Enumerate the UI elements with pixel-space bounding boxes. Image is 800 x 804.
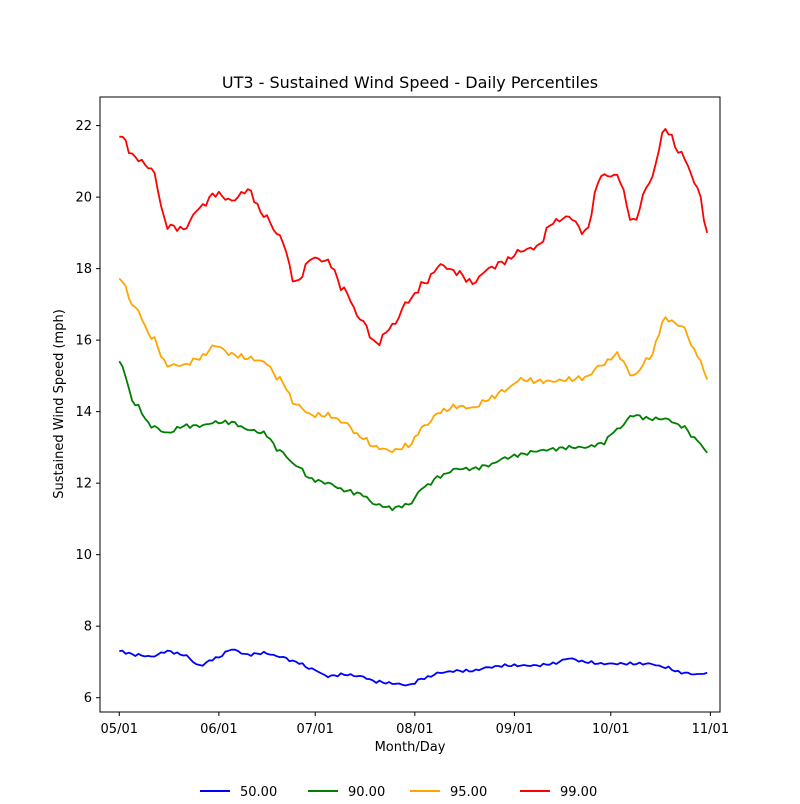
y-axis: 6 8 10 12 14 16 18 20 22	[75, 119, 100, 706]
legend: 50.00 90.00 95.00 99.00	[200, 785, 597, 800]
plot-frame	[99, 96, 721, 713]
legend-label: 99.00	[560, 785, 597, 800]
y-tick-label: 10	[75, 548, 92, 563]
y-tick-label: 22	[75, 119, 92, 134]
y-tick-label: 8	[84, 620, 92, 635]
legend-label: 95.00	[450, 785, 487, 800]
series-line-p95	[118, 277, 709, 454]
legend-label: 90.00	[348, 785, 385, 800]
series-line-p99	[119, 128, 709, 347]
x-tick-label: 11/01	[692, 722, 729, 737]
series-layer	[118, 128, 709, 687]
x-axis: 05/01 06/01 07/01 08/01 09/01 10/01 11/01	[101, 712, 729, 737]
series-line-p50	[119, 648, 708, 687]
y-tick-label: 16	[75, 334, 92, 349]
y-tick-label: 20	[75, 191, 92, 206]
x-tick-label: 06/01	[200, 722, 237, 737]
x-tick-label: 08/01	[396, 722, 433, 737]
y-tick-label: 12	[75, 477, 92, 492]
x-tick-label: 07/01	[296, 722, 333, 737]
chart-title: UT3 - Sustained Wind Speed - Daily Perce…	[222, 73, 598, 92]
y-tick-label: 18	[75, 262, 92, 277]
x-tick-label: 09/01	[496, 722, 533, 737]
y-tick-label: 14	[75, 405, 92, 420]
y-tick-label: 6	[84, 691, 92, 706]
x-axis-label: Month/Day	[375, 740, 446, 755]
x-tick-label: 10/01	[592, 722, 629, 737]
legend-label: 50.00	[240, 785, 277, 800]
series-line-p90	[118, 360, 708, 512]
y-axis-label: Sustained Wind Speed (mph)	[52, 309, 67, 499]
x-tick-label: 05/01	[101, 722, 138, 737]
